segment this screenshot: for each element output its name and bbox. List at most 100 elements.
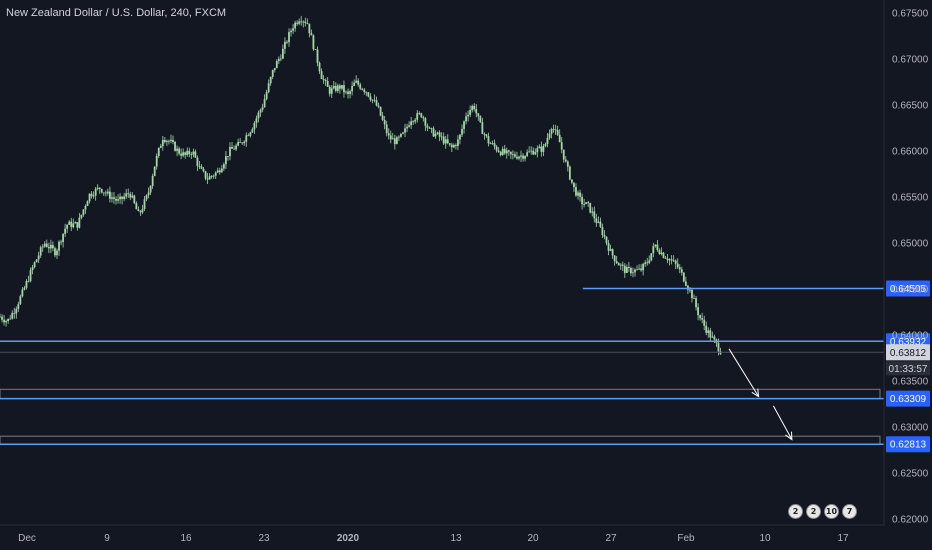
candle-body (534, 152, 537, 155)
candle-body (133, 195, 136, 204)
candle-body (245, 135, 248, 142)
candle-body (682, 272, 685, 282)
candle-body (220, 168, 223, 173)
candle-body (54, 248, 56, 256)
candle-body (381, 115, 384, 120)
candle-body (241, 142, 244, 144)
candle-body (216, 170, 219, 173)
event-badge[interactable]: 2 (788, 504, 803, 519)
candle-body (198, 166, 201, 167)
candle-body (45, 243, 48, 247)
candle-body (343, 85, 345, 93)
candle-body (312, 35, 315, 50)
candle-body (25, 281, 28, 288)
candle-body (269, 76, 272, 84)
candle-body (591, 211, 594, 213)
candle-body (404, 128, 406, 133)
candle-body (644, 262, 647, 264)
candle-body (693, 298, 695, 299)
candle-body (487, 136, 490, 144)
candle-body (552, 129, 555, 130)
candle-body (43, 243, 46, 247)
time-tick-label: Feb (677, 533, 695, 544)
candle-body (106, 191, 109, 194)
candle-body (247, 135, 250, 137)
candle-body (302, 21, 305, 23)
candle-body (662, 252, 665, 258)
price-tick-label: 0.62500 (892, 469, 929, 480)
event-badge[interactable]: 7 (842, 504, 857, 519)
candle-body (176, 148, 178, 151)
candle-body (127, 193, 130, 195)
candle-body (353, 82, 356, 87)
event-badge[interactable]: 10 (824, 504, 839, 519)
candle-body (137, 209, 140, 212)
candle-body (585, 202, 588, 205)
event-badge[interactable]: 2 (806, 504, 821, 519)
candle-body (200, 166, 203, 169)
candle-body (558, 134, 561, 143)
level-price-label: 0.63932 (890, 337, 927, 348)
price-tick-label: 0.64000 (892, 331, 929, 342)
candle-body (507, 150, 510, 152)
candle-body (646, 262, 649, 264)
candle-body (94, 188, 97, 196)
candle-body (395, 137, 398, 145)
candle-body (212, 175, 215, 177)
candle-body (37, 255, 40, 260)
candle-body (601, 226, 604, 236)
candle-body (617, 263, 620, 266)
candle-body (414, 119, 417, 122)
candle-body (532, 150, 535, 155)
candle-body (603, 235, 606, 237)
candle-body (259, 109, 262, 113)
price-tick-label: 0.66500 (892, 101, 929, 112)
candle-body (497, 150, 500, 153)
candle-body (210, 175, 213, 177)
candle-body (499, 152, 502, 155)
candle-body (235, 145, 237, 150)
candle-body (680, 269, 683, 273)
candle-body (341, 85, 343, 89)
candle-body (222, 164, 225, 169)
candle-body (298, 21, 301, 24)
candle-body (546, 137, 549, 144)
time-tick-label: 17 (837, 533, 849, 544)
candle-body (717, 342, 720, 352)
candle-body (493, 143, 496, 147)
candle-body (102, 192, 105, 194)
time-tick-label: 9 (104, 533, 110, 544)
candle-body (676, 263, 679, 268)
candle-body (196, 157, 199, 167)
candle-body (292, 28, 294, 31)
current-price-tag (886, 344, 930, 361)
time-tick-label: 27 (605, 533, 617, 544)
candle-body (15, 308, 18, 314)
candle-body (495, 146, 498, 151)
time-tick-label: 10 (759, 533, 771, 544)
candle-body (678, 267, 681, 270)
candle-body (125, 193, 128, 197)
candle-body (39, 247, 42, 256)
candle-body (540, 146, 543, 152)
candle-body (318, 62, 321, 72)
candle-body (638, 268, 640, 270)
candle-body (450, 144, 453, 148)
candle-body (355, 80, 358, 83)
candle-body (422, 117, 425, 119)
candle-body (625, 267, 628, 273)
candle-body (121, 196, 124, 199)
candle-body (634, 269, 636, 273)
candle-body (163, 139, 166, 142)
candle-body (68, 221, 71, 225)
candle-body (446, 139, 449, 144)
time-tick-label: 20 (527, 533, 539, 544)
candle-body (345, 91, 347, 93)
candle-body (479, 116, 482, 123)
candle-body (648, 260, 651, 263)
candle-body (237, 141, 240, 146)
candle-body (599, 221, 602, 227)
candle-body (469, 110, 472, 115)
candle-body (88, 193, 91, 202)
